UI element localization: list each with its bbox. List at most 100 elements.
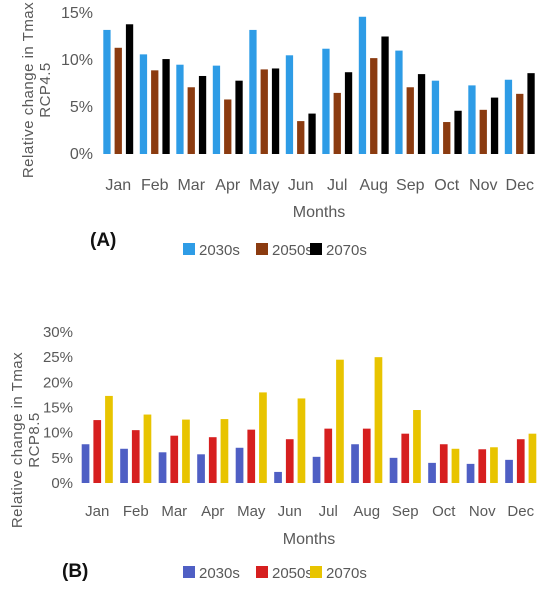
bar-2070s-Sep <box>417 74 426 154</box>
x-tick-label: Sep <box>396 177 425 194</box>
x-tick-label: Nov <box>469 177 497 194</box>
bar-2070s-Apr <box>220 419 229 483</box>
bar-2030s-Nov <box>466 463 475 483</box>
y-axis-label: Relative change in TmaxRCP8.5 <box>9 352 43 528</box>
bar-2030s-Oct <box>431 80 440 154</box>
bar-2030s-Aug <box>358 16 367 155</box>
x-tick-label: Jul <box>319 503 338 520</box>
x-axis-label: Months <box>283 531 335 548</box>
panel-a-label: (A) <box>90 230 117 251</box>
y-axis-label-line-1: Relative change in Tmax <box>9 352 26 528</box>
x-tick-label: Jun <box>288 177 314 194</box>
bar-2030s-Oct <box>428 462 436 483</box>
bar-2070s-Oct <box>451 448 460 483</box>
bar-2030s-Jan <box>81 444 90 483</box>
y-tick-label: 25% <box>43 349 73 366</box>
bar-2050s-Aug <box>370 58 378 155</box>
x-tick-label: Feb <box>141 177 169 194</box>
bar-2070s-May <box>271 68 280 154</box>
x-tick-label: May <box>249 177 279 194</box>
legend-swatch-2070s <box>310 243 322 255</box>
bar-2050s-Feb <box>131 430 140 483</box>
x-tick-label: Nov <box>469 503 496 520</box>
x-tick-label: Aug <box>353 503 380 520</box>
bar-2050s-Oct <box>443 122 451 154</box>
legend-swatch-2070s <box>310 566 322 578</box>
legend-swatch-2050s <box>256 243 268 255</box>
x-tick-label: Oct <box>432 503 456 520</box>
bar-2070s-Jul <box>336 359 344 483</box>
bar-2030s-Jan <box>103 29 111 155</box>
bar-2030s-Dec <box>505 459 513 483</box>
y-axis-label-line-2: RCP4.5 <box>37 62 54 118</box>
y-tick-label: 15% <box>61 5 93 22</box>
bar-2030s-Jun <box>274 471 282 483</box>
chart-panel-b: 0% 5% 10% 15% 20% 25% 30% Jan Feb Mar Apr May Jun Jul… <box>9 324 537 582</box>
bar-2070s-Jun <box>297 398 306 483</box>
legend-label-2070s: 2070s <box>326 242 367 259</box>
x-tick-label: Sep <box>392 503 419 520</box>
x-tick-label: Jan <box>105 177 131 194</box>
bar-2070s-Sep <box>413 410 421 483</box>
bar-2050s-Oct <box>439 444 448 483</box>
x-tick-label: Jun <box>278 503 302 520</box>
bar-2030s-Sep <box>389 457 398 483</box>
x-tick-label: May <box>237 503 266 520</box>
bar-2050s-Feb <box>151 70 159 154</box>
bar-2030s-Sep <box>395 50 403 154</box>
bar-2070s-Dec <box>528 433 537 483</box>
bar-2070s-Mar <box>182 419 190 483</box>
bar-2070s-Jul <box>344 72 353 154</box>
bar-2050s-Nov <box>479 109 487 154</box>
legend-label-2030s: 2030s <box>199 242 240 259</box>
bar-2050s-Jun <box>285 439 294 483</box>
x-tick-label: Dec <box>507 503 534 520</box>
y-axis-label: Relative change in TmaxRCP4.5 <box>20 2 54 178</box>
bar-2030s-Jul <box>322 48 330 154</box>
bar-2030s-May <box>249 29 257 155</box>
bar-2030s-Mar <box>158 452 167 483</box>
y-tick-label: 20% <box>43 374 73 391</box>
bar-2050s-Dec <box>516 93 524 154</box>
panel-b-label: (B) <box>62 561 89 582</box>
x-tick-label: Mar <box>161 503 187 520</box>
bar-2030s-Nov <box>468 85 476 154</box>
bar-2030s-Apr <box>212 65 221 154</box>
bar-2050s-Jan <box>93 420 102 483</box>
bar-2050s-Nov <box>478 449 487 483</box>
y-tick-label: 15% <box>43 400 73 417</box>
y-tick-label: 10% <box>61 52 93 69</box>
x-tick-label: Mar <box>177 177 205 194</box>
bar-2050s-May <box>247 429 256 483</box>
legend-label-2050s: 2050s <box>272 242 313 259</box>
bar-2050s-Apr <box>224 99 232 154</box>
legend-swatch-2030s <box>183 566 195 578</box>
x-tick-label: Apr <box>215 177 241 194</box>
y-tick-label: 10% <box>43 425 73 442</box>
x-tick-label: Feb <box>123 503 149 520</box>
bar-2030s-Feb <box>120 448 128 483</box>
bar-2070s-Apr <box>235 80 243 154</box>
bar-2050s-Sep <box>406 87 414 154</box>
x-tick-label: Jan <box>85 503 109 520</box>
bar-2030s-Jul <box>312 456 321 483</box>
y-tick-label: 5% <box>70 99 93 116</box>
bar-2050s-Dec <box>516 439 525 483</box>
bar-2050s-Sep <box>401 433 410 483</box>
bar-2050s-Jan <box>114 47 122 154</box>
x-tick-label: Apr <box>201 503 224 520</box>
x-axis-label: Months <box>293 204 345 221</box>
bar-2050s-May <box>260 69 268 154</box>
bar-2070s-Feb <box>162 59 170 155</box>
legend-swatch-2030s <box>183 243 195 255</box>
bar-2030s-Jun <box>285 55 294 154</box>
bar-2050s-Mar <box>170 435 179 483</box>
legend-swatch-2050s <box>256 566 268 578</box>
bar-2030s-May <box>235 447 244 483</box>
x-tick-label: Jul <box>327 177 347 194</box>
bar-2070s-Feb <box>143 414 152 483</box>
legend-label-2030s: 2030s <box>199 565 240 582</box>
bar-2070s-Aug <box>374 357 383 483</box>
bar-2050s-Jul <box>333 92 341 154</box>
bar-2070s-Aug <box>381 36 389 154</box>
